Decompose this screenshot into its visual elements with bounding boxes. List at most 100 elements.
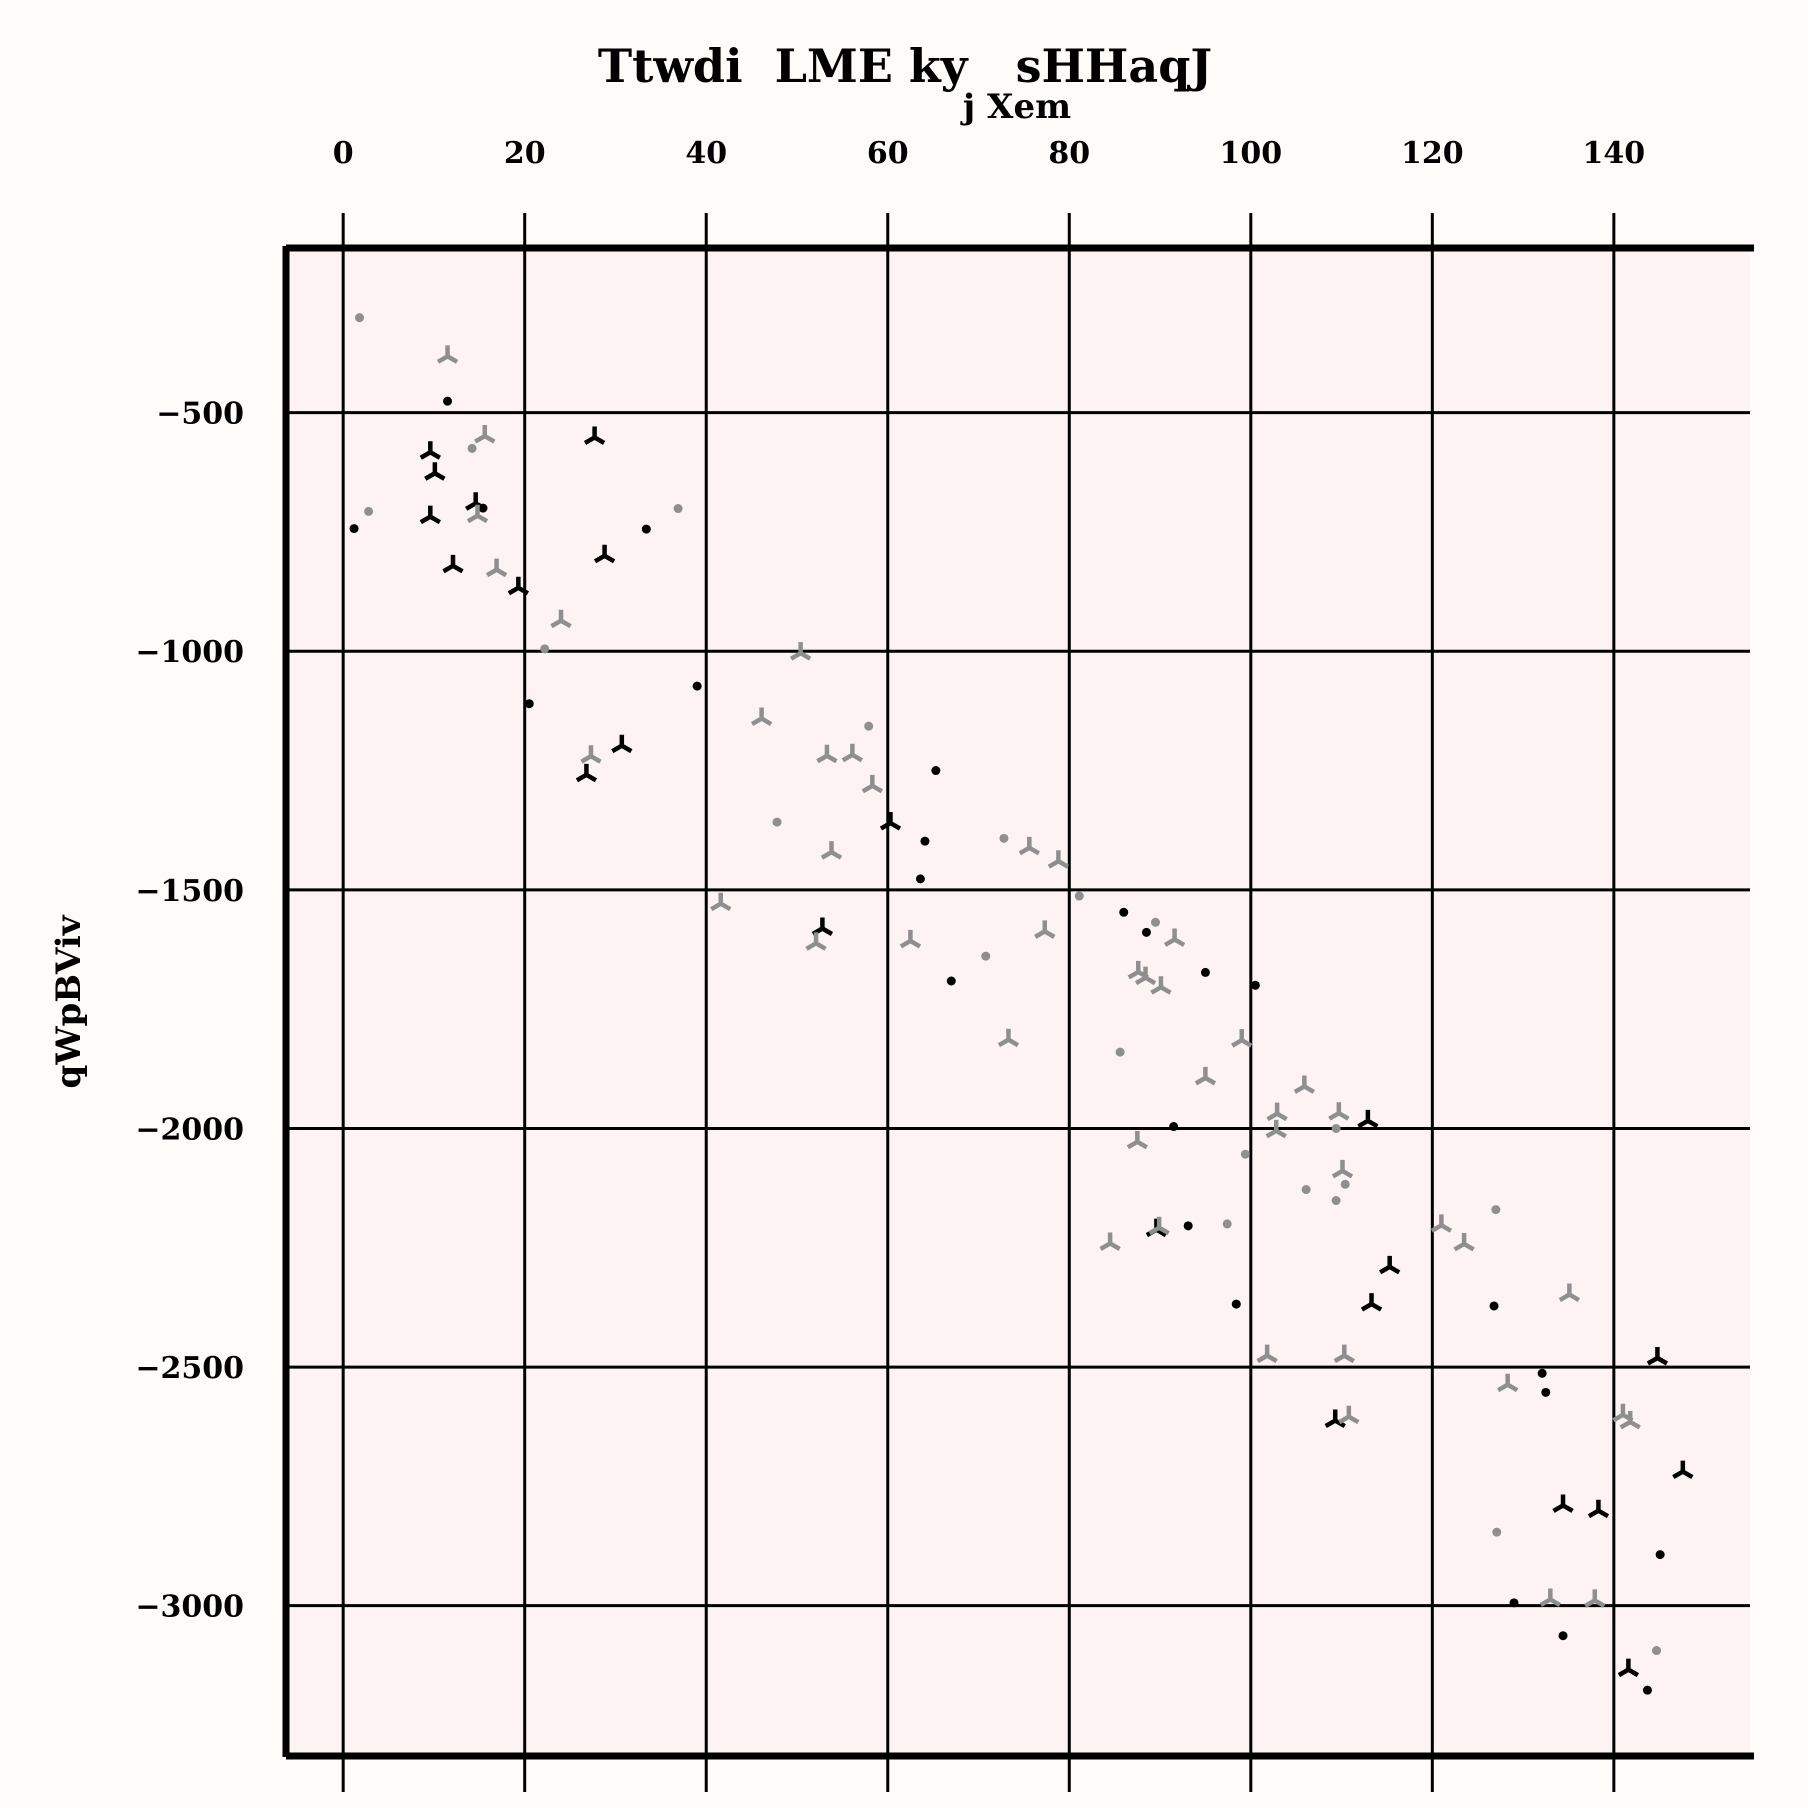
data-point xyxy=(1340,1179,1350,1189)
data-point xyxy=(1194,1066,1217,1086)
data-point xyxy=(1642,1685,1652,1695)
data-point xyxy=(946,976,956,986)
data-point xyxy=(364,506,374,516)
data-point xyxy=(981,951,991,961)
data-point xyxy=(1148,1216,1170,1236)
x-tick-label: 100 xyxy=(1219,136,1282,171)
data-point xyxy=(1333,1344,1355,1364)
data-point xyxy=(1558,1283,1581,1302)
data-point xyxy=(466,504,489,524)
y-tick-label: −1500 xyxy=(135,874,244,909)
data-points xyxy=(349,313,1694,1695)
data-point xyxy=(1331,1123,1341,1133)
data-point xyxy=(1099,1232,1121,1251)
plot-area xyxy=(286,248,1750,1756)
data-point xyxy=(1256,1344,1278,1364)
x-tick-label: 40 xyxy=(685,136,727,171)
data-point xyxy=(419,441,441,460)
data-point xyxy=(436,345,459,364)
data-point xyxy=(1265,1119,1287,1139)
grid-lines xyxy=(286,248,1750,1756)
series-black-dot xyxy=(349,396,1665,1695)
data-point xyxy=(1509,1598,1519,1608)
data-point xyxy=(1328,1102,1350,1121)
data-point xyxy=(1183,1221,1193,1231)
data-point xyxy=(1163,928,1186,947)
data-point xyxy=(540,644,550,654)
data-point xyxy=(1331,1159,1354,1179)
series-gray-tri xyxy=(436,345,1641,1608)
data-point xyxy=(1617,1658,1640,1678)
y-tick-label: −500 xyxy=(156,397,244,432)
y-tick-label: −3000 xyxy=(135,1590,244,1625)
y-axis-label: qWpBViv xyxy=(49,914,89,1088)
data-point xyxy=(1357,1109,1379,1129)
data-point xyxy=(1331,1196,1341,1206)
y-tick-label: −1000 xyxy=(135,635,244,670)
series-black-tri xyxy=(419,426,1694,1678)
x-tick-label: 80 xyxy=(1048,136,1090,171)
data-point xyxy=(1558,1631,1568,1641)
data-point xyxy=(1672,1460,1694,1480)
data-point xyxy=(1034,920,1056,939)
data-point xyxy=(772,817,782,827)
data-point xyxy=(1150,976,1172,995)
data-point xyxy=(419,505,441,525)
x-tick-label: 20 xyxy=(504,136,546,171)
data-point xyxy=(1134,966,1157,986)
data-point xyxy=(1074,891,1084,901)
data-point xyxy=(1141,927,1151,937)
data-point xyxy=(641,524,651,534)
data-point xyxy=(575,763,598,783)
data-point xyxy=(507,576,530,596)
data-point xyxy=(1489,1301,1499,1311)
data-point xyxy=(879,812,902,831)
data-point xyxy=(1491,1205,1501,1215)
data-point xyxy=(1430,1214,1453,1233)
data-point xyxy=(997,1028,1020,1048)
data-point xyxy=(864,721,874,731)
data-point xyxy=(583,426,606,445)
data-point xyxy=(920,836,930,846)
data-point xyxy=(1360,1293,1383,1312)
data-point xyxy=(1115,1047,1125,1057)
data-point xyxy=(1652,1646,1662,1656)
chart-title: Ttwdi LME ky sHHaqJ xyxy=(598,39,1212,93)
data-point xyxy=(1169,1122,1179,1132)
data-point xyxy=(349,524,359,534)
data-point xyxy=(424,462,446,481)
axis-ticks: 0 20 40 60 80 100 120 140 −500 −1000 −1500 −2000 −25… xyxy=(135,136,1645,1792)
data-point xyxy=(1492,1527,1502,1537)
data-point xyxy=(611,734,633,754)
data-point xyxy=(915,874,925,884)
data-point xyxy=(1587,1499,1610,1519)
data-point xyxy=(692,681,702,691)
data-point xyxy=(485,558,508,578)
data-point xyxy=(1200,967,1210,977)
data-point xyxy=(1338,1405,1360,1425)
data-point xyxy=(931,766,941,776)
data-point xyxy=(442,554,464,574)
x-tick-label: 120 xyxy=(1401,136,1464,171)
data-point xyxy=(750,707,773,726)
data-point xyxy=(1231,1029,1253,1048)
data-point xyxy=(1119,907,1129,917)
series-gray-dot xyxy=(355,313,1662,1656)
data-point xyxy=(673,504,683,514)
data-point xyxy=(1126,1130,1149,1150)
data-point xyxy=(550,609,572,629)
data-point xyxy=(1222,1219,1232,1229)
data-point xyxy=(841,743,864,763)
data-point xyxy=(1293,1075,1316,1094)
y-tick-label: −2500 xyxy=(135,1351,244,1386)
x-tick-label: 60 xyxy=(867,136,909,171)
data-point xyxy=(1240,1149,1250,1159)
data-point xyxy=(1497,1373,1519,1393)
data-point xyxy=(467,443,477,453)
data-point xyxy=(1584,1589,1606,1608)
data-point xyxy=(1537,1368,1547,1378)
data-point xyxy=(478,503,488,513)
data-point xyxy=(899,929,922,949)
x-axis-label: j Xem xyxy=(960,87,1071,127)
